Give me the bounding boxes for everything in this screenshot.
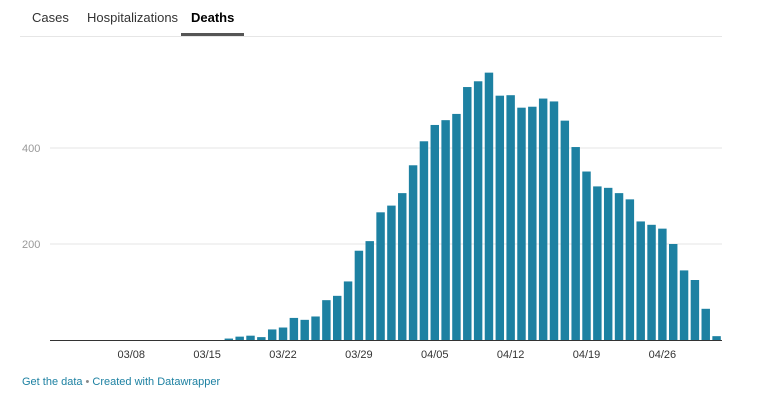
x-tick-label: 04/05 xyxy=(421,349,449,361)
bar xyxy=(647,224,656,340)
bar xyxy=(246,335,255,340)
bar xyxy=(614,193,624,340)
bar xyxy=(408,165,418,340)
bar xyxy=(463,87,472,340)
bar xyxy=(419,141,429,340)
bar xyxy=(679,270,689,340)
created-with-datawrapper-link[interactable]: Created with Datawrapper xyxy=(92,376,221,388)
bar xyxy=(311,316,320,340)
bar xyxy=(528,106,537,340)
bar xyxy=(517,107,526,341)
bar xyxy=(582,171,591,340)
bar xyxy=(430,124,439,341)
footer-separator: • xyxy=(85,376,90,388)
bar xyxy=(669,244,678,340)
x-tick-label: 04/19 xyxy=(573,349,601,361)
bar xyxy=(549,101,559,340)
x-tick-label: 03/22 xyxy=(269,349,297,361)
bar xyxy=(322,300,331,340)
bar xyxy=(376,212,385,340)
bar xyxy=(257,337,266,340)
bar xyxy=(593,186,602,340)
bar xyxy=(235,336,244,340)
x-tick-label: 03/08 xyxy=(118,349,146,361)
bar xyxy=(603,187,613,340)
bar xyxy=(365,241,374,340)
bar xyxy=(495,95,505,341)
bar xyxy=(387,205,396,340)
bar xyxy=(343,281,353,340)
footer: Get the data • Created with Datawrapper xyxy=(22,376,220,388)
axes: 03/08 03/15 03/22 03/29 04/05 04/12 04/19 04/26 xyxy=(50,340,722,361)
bar xyxy=(224,338,234,340)
x-tick-label: 03/29 xyxy=(345,349,373,361)
bar xyxy=(398,193,407,340)
bar xyxy=(636,221,645,340)
tab-deaths[interactable]: Deaths xyxy=(181,10,245,36)
bar xyxy=(452,113,461,340)
bar xyxy=(300,319,309,340)
x-tick-label: 03/15 xyxy=(193,349,221,361)
bar xyxy=(354,250,364,340)
bar xyxy=(625,199,635,340)
x-tick-label: 04/12 xyxy=(497,349,525,361)
bar xyxy=(701,308,710,340)
bar xyxy=(267,329,277,340)
bar xyxy=(278,327,288,340)
y-tick-label: 400 xyxy=(22,143,40,155)
bar xyxy=(473,81,483,340)
bar xyxy=(289,317,299,340)
bar xyxy=(571,147,580,340)
bar xyxy=(658,228,667,340)
bar xyxy=(538,98,548,340)
bar xyxy=(690,280,700,340)
bar xyxy=(712,336,721,340)
tab-hospitalizations[interactable]: Hospitalizations xyxy=(87,10,179,25)
tab-cases[interactable]: Cases xyxy=(32,10,69,25)
bar xyxy=(441,120,450,340)
bar xyxy=(560,120,570,340)
bar xyxy=(506,95,515,340)
bar xyxy=(333,295,342,340)
y-tick-label: 200 xyxy=(22,239,40,251)
x-tick-label: 04/26 xyxy=(649,349,677,361)
chart-tabs: Cases Hospitalizations Deaths xyxy=(20,0,722,37)
bars xyxy=(224,72,721,341)
bar xyxy=(484,72,494,340)
get-the-data-link[interactable]: Get the data xyxy=(22,376,83,388)
